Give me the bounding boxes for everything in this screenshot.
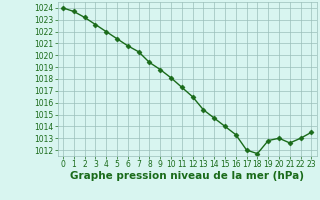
X-axis label: Graphe pression niveau de la mer (hPa): Graphe pression niveau de la mer (hPa): [70, 171, 304, 181]
